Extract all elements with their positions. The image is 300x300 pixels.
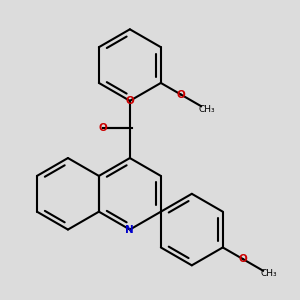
Text: N: N [125, 225, 134, 235]
Text: O: O [238, 254, 247, 264]
Text: O: O [125, 96, 134, 106]
Text: CH₃: CH₃ [260, 269, 277, 278]
Text: O: O [177, 90, 185, 100]
Text: O: O [99, 123, 107, 133]
Text: CH₃: CH₃ [198, 105, 215, 114]
